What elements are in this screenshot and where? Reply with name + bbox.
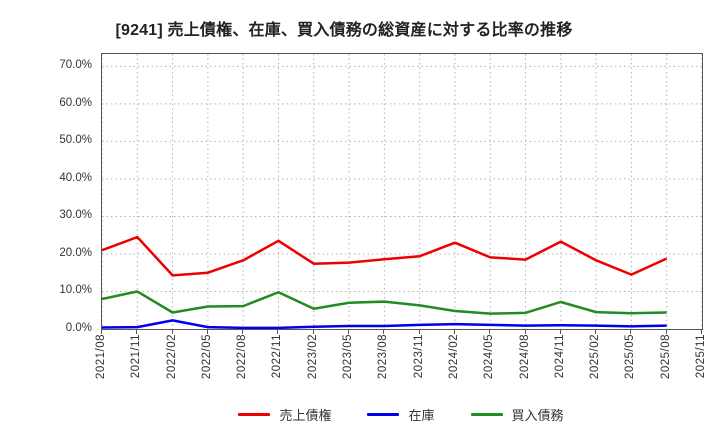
x-tick-label: 2022/08 — [236, 334, 249, 380]
x-tick-label: 2023/05 — [342, 334, 355, 380]
x-tick-mark — [559, 330, 561, 334]
x-tick-mark — [524, 330, 526, 334]
x-tick-label: 2025/02 — [589, 334, 602, 380]
x-tick-label: 2024/02 — [447, 334, 460, 380]
legend-label-inventory: 在庫 — [408, 408, 435, 423]
x-tick-label: 2021/08 — [95, 334, 107, 380]
x-tick-label: 2024/11 — [553, 334, 566, 379]
y-tick-label: 70.0% — [59, 59, 92, 72]
x-tick-label: 2025/11 — [695, 334, 707, 379]
legend-item-payables: 買入債務 — [470, 405, 564, 424]
x-tick-mark — [418, 330, 420, 334]
series-line — [102, 319, 667, 329]
y-tick-label: 0.0% — [65, 322, 92, 334]
x-tick-mark — [242, 330, 244, 334]
x-tick-mark — [701, 330, 702, 334]
y-tick-label: 60.0% — [59, 96, 92, 109]
x-tick-mark — [489, 330, 491, 334]
x-tick-label: 2022/05 — [200, 334, 213, 380]
x-tick-label: 2025/05 — [624, 334, 637, 380]
x-tick-label: 2021/11 — [130, 334, 143, 379]
x-tick-label: 2022/02 — [165, 334, 178, 380]
chart-canvas — [102, 54, 702, 329]
x-tick-mark — [277, 330, 279, 334]
x-tick-mark — [171, 330, 173, 334]
x-tick-label: 2024/08 — [518, 334, 531, 380]
legend: 売上債権 在庫 買入債務 — [101, 405, 701, 424]
x-tick-label: 2024/05 — [483, 334, 496, 380]
x-tick-mark — [453, 330, 455, 334]
y-tick-label: 50.0% — [59, 134, 92, 147]
inventory-line-swatch — [367, 413, 400, 416]
x-tick-mark — [595, 330, 597, 334]
y-tick-label: 40.0% — [59, 171, 92, 184]
x-tick-label: 2025/08 — [659, 334, 672, 380]
series-line — [102, 235, 668, 277]
x-tick-mark — [383, 330, 385, 334]
x-tick-label: 2023/11 — [412, 334, 425, 379]
x-tick-mark — [348, 330, 350, 334]
chart-title: [9241] 売上債権、在庫、買入債務の総資産に対する比率の推移 — [115, 22, 573, 39]
x-tick-label: 2022/11 — [271, 334, 284, 379]
y-tick-label: 10.0% — [59, 284, 92, 297]
x-tick-label: 2023/08 — [377, 334, 390, 380]
payables-line-swatch — [470, 413, 503, 416]
receivables-line-swatch — [238, 413, 271, 416]
legend-label-receivables: 売上債権 — [279, 408, 332, 423]
legend-item-receivables: 売上債権 — [238, 405, 331, 424]
series-line — [102, 290, 667, 315]
legend-label-payables: 買入債務 — [511, 408, 564, 423]
y-tick-label: 20.0% — [59, 246, 92, 259]
x-tick-mark — [101, 330, 102, 334]
x-tick-mark — [312, 330, 314, 334]
x-tick-mark — [136, 330, 138, 334]
y-tick-label: 30.0% — [59, 209, 92, 222]
plot-area — [101, 53, 703, 330]
legend-item-inventory: 在庫 — [367, 405, 435, 424]
x-tick-mark — [630, 330, 632, 334]
x-tick-mark — [206, 330, 208, 334]
x-tick-label: 2023/02 — [306, 334, 319, 380]
x-tick-mark — [665, 330, 667, 334]
